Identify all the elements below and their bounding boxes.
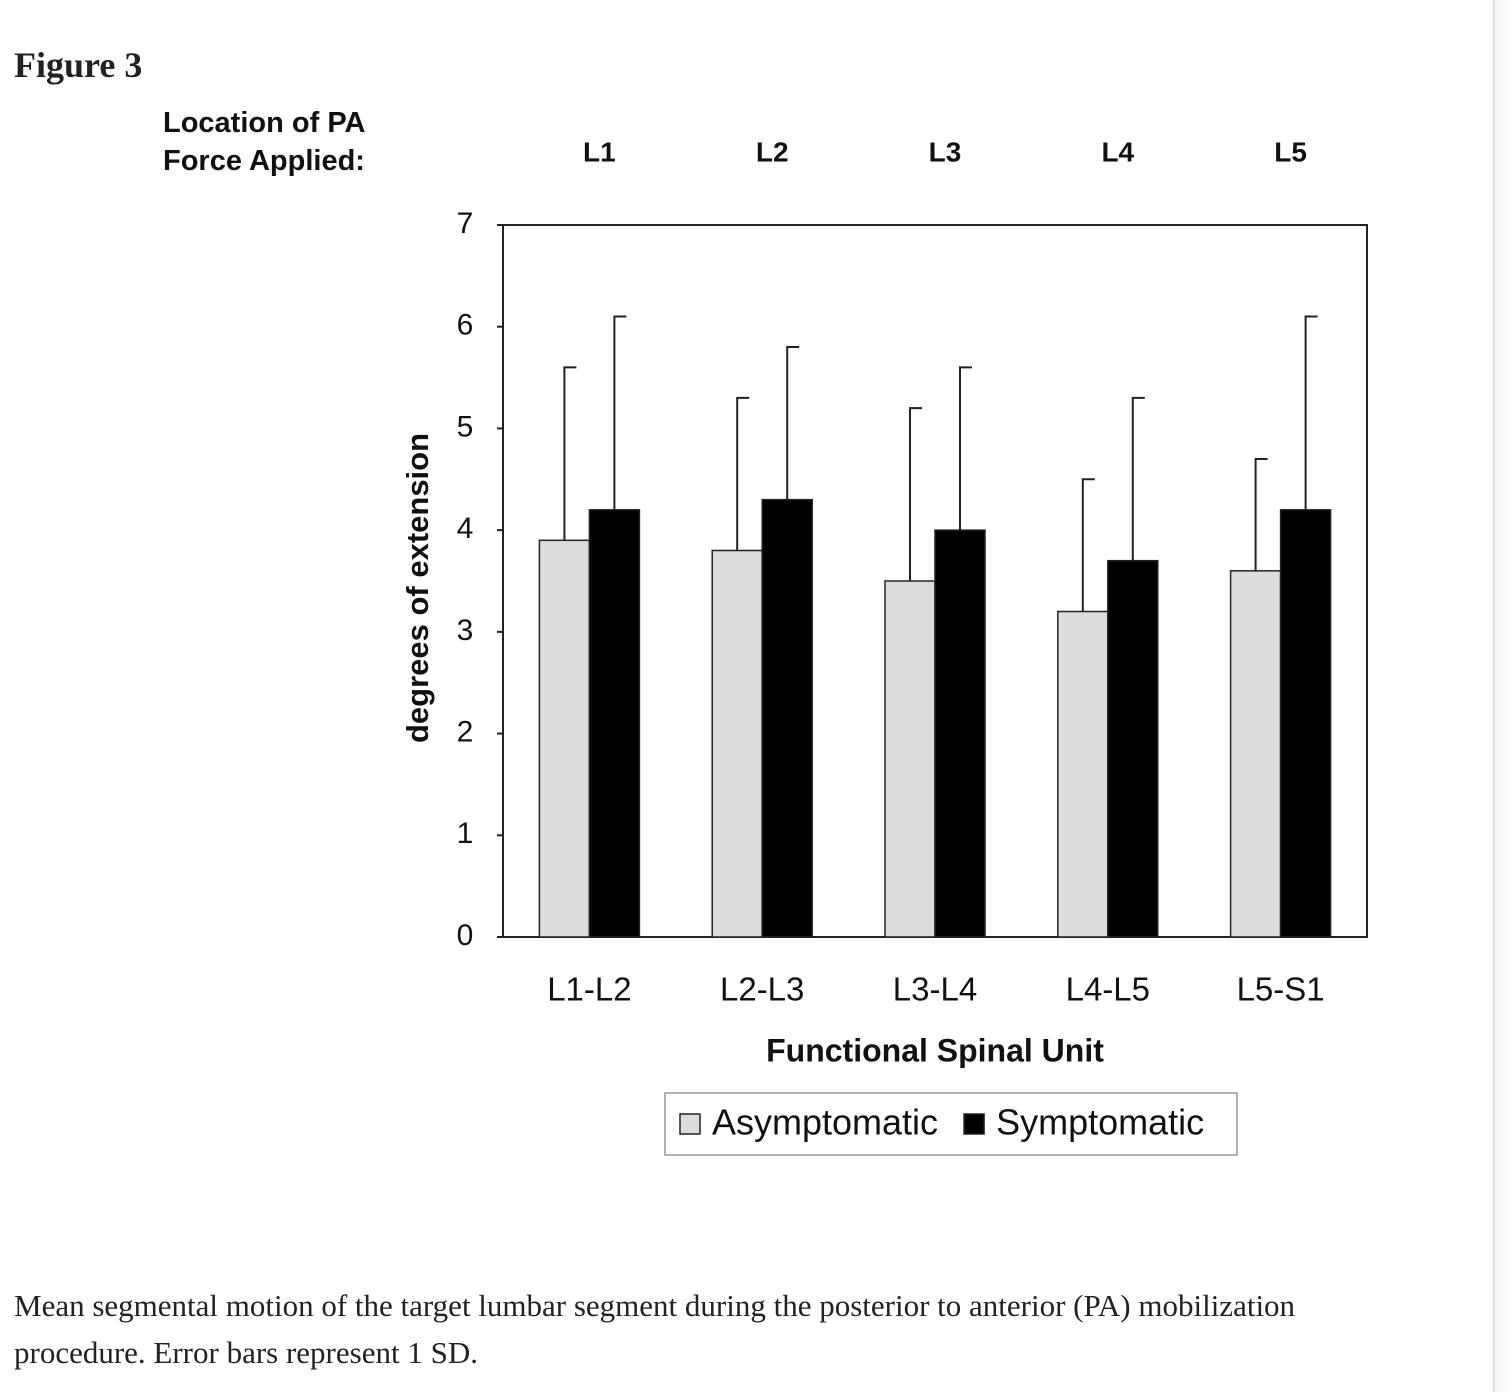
bar	[1229, 570, 1282, 938]
legend-box	[664, 1092, 1238, 1156]
top-category-label: L5	[1274, 136, 1307, 167]
y-tick-label: 3	[457, 614, 474, 647]
caption: Mean segmental motion of the target lumb…	[14, 1288, 1296, 1370]
bar	[711, 549, 763, 938]
error-bar	[1304, 315, 1318, 510]
x-axis-title: Functional Spinal Unit	[766, 1032, 1104, 1068]
y-tick-label: 0	[457, 919, 474, 952]
bar	[1279, 509, 1332, 938]
legend-swatch	[679, 1113, 701, 1135]
x-tick-label: L5-S1	[1237, 971, 1325, 1008]
legend-label: Asymptomatic	[712, 1102, 938, 1143]
y-tick-label: 1	[457, 817, 474, 850]
scroll-edge	[1493, 0, 1512, 1392]
chart: degrees of extension Functional Spinal U…	[400, 136, 1368, 1156]
error-bar	[563, 366, 577, 541]
error-bar	[1254, 457, 1268, 571]
bar	[538, 539, 591, 938]
legend-swatch	[963, 1113, 985, 1135]
top-category-label: L4	[1101, 136, 1134, 167]
figure-label: Figure 3	[14, 45, 143, 85]
bar	[761, 498, 813, 938]
annotation: Location of PA Force Applied:	[163, 107, 365, 177]
error-bar	[959, 366, 972, 531]
legend-label: Symptomatic	[996, 1102, 1204, 1143]
bar	[588, 509, 641, 938]
x-tick-label: L4-L5	[1066, 971, 1150, 1008]
error-bar	[613, 315, 627, 510]
error-bar	[736, 396, 750, 551]
error-bar	[786, 346, 800, 500]
error-bar	[909, 407, 922, 581]
y-tick-label: 7	[457, 207, 474, 240]
top-category-label: L2	[756, 136, 789, 167]
bar	[934, 529, 986, 938]
y-tick-label: 2	[457, 715, 474, 748]
bar	[1107, 559, 1159, 938]
y-axis-title: degrees of extension	[400, 433, 435, 743]
x-tick-label: L1-L2	[547, 971, 631, 1008]
bar	[1057, 610, 1109, 938]
x-tick-label: L3-L4	[893, 971, 977, 1008]
y-tick-label: 5	[457, 410, 474, 443]
top-category-label: L3	[929, 136, 962, 167]
top-category-label: L1	[583, 136, 616, 167]
y-tick-label: 4	[457, 512, 474, 545]
y-tick-label: 6	[457, 309, 474, 342]
x-tick-label: L2-L3	[720, 971, 804, 1008]
bar	[884, 580, 936, 938]
error-bar	[1131, 396, 1145, 561]
error-bar	[1081, 478, 1095, 612]
